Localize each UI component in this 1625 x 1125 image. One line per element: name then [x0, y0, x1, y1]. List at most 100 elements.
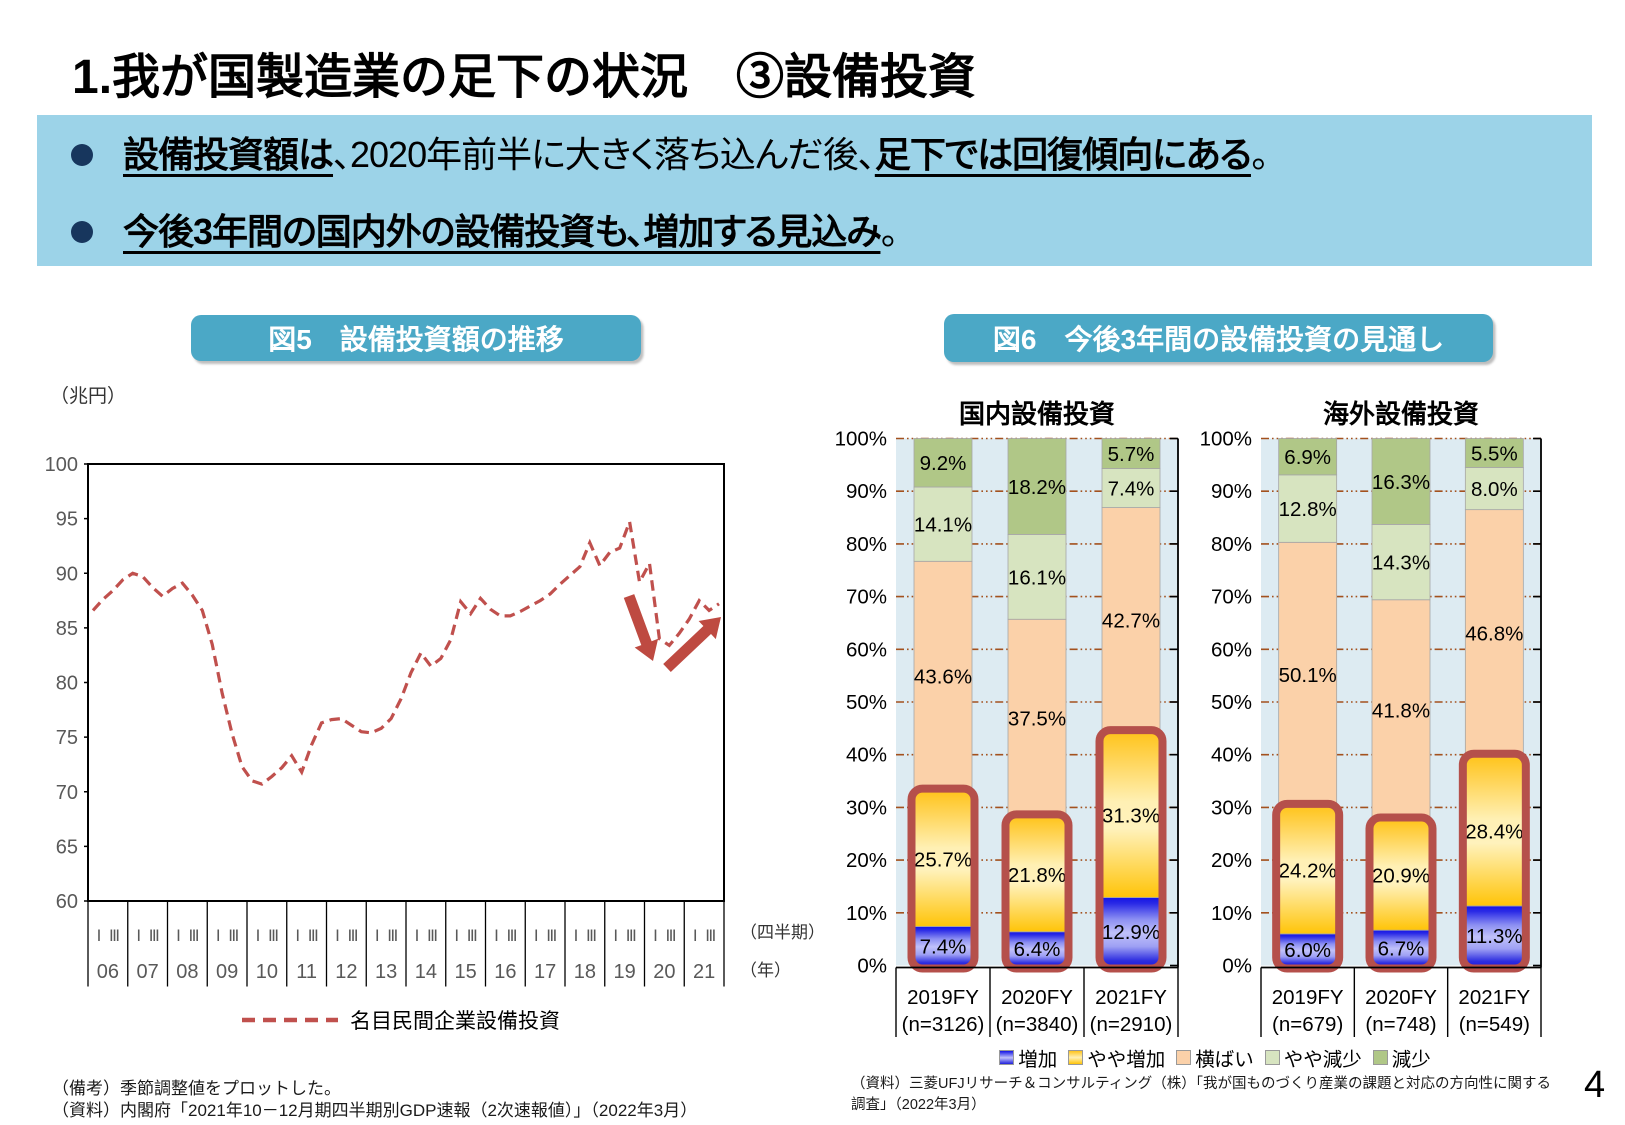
- fig5-year-label: 10: [256, 961, 278, 983]
- bar-segment-label: 12.9%: [1102, 921, 1160, 944]
- bullet-icon: [71, 221, 93, 243]
- fig5-year-label: 20: [653, 961, 675, 983]
- bar-chart-y-label: 20%: [1211, 849, 1252, 872]
- bar-segment: [1371, 599, 1431, 821]
- bar-chart-y-label: 40%: [1211, 744, 1252, 767]
- fig5-legend-label: 名目民間企業設備投資: [350, 1010, 560, 1033]
- bar-chart-y-label: 70%: [1211, 586, 1252, 609]
- highlight-frame: [907, 784, 979, 973]
- bar-segment: [1101, 507, 1161, 733]
- up-right-arrow: [663, 617, 721, 672]
- fig6-source-line: （資料）三菱UFJリサーチ＆コンサルティング（株）「我が国ものづくり産業の課題と…: [851, 1076, 1551, 1092]
- legend-label: 横ばい: [1195, 1049, 1254, 1071]
- page-number: 4: [1584, 1064, 1606, 1106]
- bar-segment-label: 20.9%: [1372, 865, 1430, 888]
- bar-segment-label: 7.4%: [920, 936, 967, 959]
- legend-item: 増加: [999, 1043, 1057, 1072]
- bar-segment: [913, 560, 973, 792]
- bar-chart-y-label: 30%: [846, 796, 887, 819]
- bar-chart-y-label: 0%: [857, 955, 887, 978]
- fig5-quarter-label: Ⅲ: [188, 928, 199, 945]
- bar-chart-category-label: 2020FY: [1365, 986, 1437, 1009]
- fig5-quarter-label: Ⅰ: [494, 928, 499, 945]
- fig5-quarter-label: Ⅲ: [228, 928, 239, 945]
- bar-segment-label: 37.5%: [1008, 708, 1066, 731]
- fig5-year-label: 07: [137, 961, 159, 983]
- fig5-quarter-label: Ⅰ: [97, 928, 102, 945]
- bar-chart-category-label: 2020FY: [1001, 986, 1073, 1009]
- fig6-header-label: 図6 今後3年間の設備投資の見通し: [992, 324, 1445, 355]
- bar-segment-label: 14.1%: [914, 514, 972, 537]
- legend-label: やや減少: [1283, 1049, 1362, 1071]
- fig5-y-tick-label: 60: [56, 891, 78, 913]
- fig5-y-tick-label: 80: [56, 673, 78, 695]
- highlight-frame: [1458, 749, 1530, 973]
- bar-chart-y-label: 30%: [1211, 796, 1252, 819]
- fig5-year-label: 15: [455, 961, 477, 983]
- fig5-quarter-label: Ⅲ: [268, 928, 279, 945]
- page-title: 1.我が国製造業の足下の状況 ③設備投資: [72, 51, 977, 104]
- bar-segment: [1371, 524, 1431, 601]
- legend-item: やや増加: [1068, 1043, 1165, 1072]
- down-arrow: [623, 594, 659, 661]
- bar-segment-label: 5.7%: [1108, 443, 1155, 466]
- legend-item: 横ばい: [1176, 1043, 1254, 1072]
- bar-chart-y-label: 80%: [1211, 533, 1252, 556]
- bar-segment-label: 21.8%: [1008, 864, 1066, 887]
- legend-swatch: [1264, 1050, 1280, 1065]
- fig5-year-label: 18: [574, 961, 596, 983]
- highlight-frame: [1272, 799, 1344, 973]
- bar-segment: [1464, 755, 1524, 907]
- bar-segment-label: 16.3%: [1372, 471, 1430, 494]
- fig5-quarter-label: Ⅰ: [216, 928, 221, 945]
- fig5-y-tick-label: 100: [45, 454, 78, 476]
- fig5-y-tick-label: 90: [56, 563, 78, 585]
- fig5-header-label: 図5 設備投資額の推移: [268, 324, 564, 355]
- summary-bullet: 今後3年間の国内外の設備投資も、増加する見込み。: [71, 212, 898, 252]
- fig5-quarter-label: Ⅰ: [693, 928, 698, 945]
- fig5-quarter-label: Ⅲ: [626, 928, 637, 945]
- fig5-quarter-label: Ⅲ: [665, 928, 676, 945]
- bar-chart-category-label: 2019FY: [1272, 986, 1344, 1009]
- bar-segment: [913, 486, 973, 562]
- bar-segment-label: 9.2%: [920, 452, 967, 475]
- bar-segment-label: 6.0%: [1284, 939, 1331, 962]
- bar-chart-y-label: 10%: [846, 902, 887, 925]
- fig5-year-label: 13: [375, 961, 397, 983]
- bar-segment-label: 5.5%: [1471, 442, 1518, 465]
- fig5-quarter-label: Ⅲ: [467, 928, 478, 945]
- fig5-quarter-label: Ⅰ: [534, 928, 539, 945]
- legend-swatch: [999, 1050, 1015, 1065]
- legend-swatch: [1372, 1050, 1388, 1065]
- bar-chart-category-label: 2021FY: [1095, 986, 1167, 1009]
- fig5-notes: （備考）季節調整値をプロットした。 （資料）内閣府「2021年10－12月期四半…: [52, 1078, 697, 1121]
- bar-chart-sample-size-label: (n=748): [1365, 1013, 1436, 1036]
- bar-segment-label: 24.2%: [1279, 860, 1337, 883]
- bar-segment: [1371, 929, 1431, 966]
- bar-segment: [1007, 618, 1067, 818]
- bar-segment-label: 6.4%: [1014, 938, 1061, 961]
- bar-chart-y-label: 50%: [1211, 691, 1252, 714]
- fig5-quarter-label: Ⅰ: [295, 928, 300, 945]
- fig5-quarter-label: Ⅲ: [347, 928, 358, 945]
- fig5-quarter-axis-caption: （四半期）: [740, 923, 825, 942]
- fig6-header: 図6 今後3年間の設備投資の見通し: [944, 314, 1493, 362]
- bar-segment-label: 18.2%: [1008, 476, 1066, 499]
- bar-segment: [1464, 509, 1524, 757]
- fig6-source: （資料）三菱UFJリサーチ＆コンサルティング（株）「我が国ものづくり産業の課題と…: [851, 1074, 1551, 1115]
- bullet-text-emphasis: 足下では回復傾向にある: [874, 134, 1252, 175]
- bar-segment: [1278, 805, 1338, 935]
- fig5-year-label: 11: [296, 961, 317, 983]
- bar-segment-label: 11.3%: [1466, 925, 1523, 948]
- bar-segment: [1464, 905, 1524, 966]
- fig5-y-tick-label: 75: [56, 727, 78, 749]
- highlight-frame: [1365, 813, 1437, 973]
- bar-segment: [1371, 438, 1431, 525]
- fig5-year-label: 16: [494, 961, 516, 983]
- fig6-source-line: 調査」（2022年3月）: [851, 1096, 986, 1113]
- bar-chart-sample-size-label: (n=549): [1459, 1013, 1530, 1036]
- fig5-year-label: 19: [614, 961, 636, 983]
- fig5-quarter-label: Ⅲ: [705, 928, 716, 945]
- fig5-note-line: （資料）内閣府「2021年10－12月期四半期別GDP速報（2次速報値）」（20…: [52, 1100, 698, 1120]
